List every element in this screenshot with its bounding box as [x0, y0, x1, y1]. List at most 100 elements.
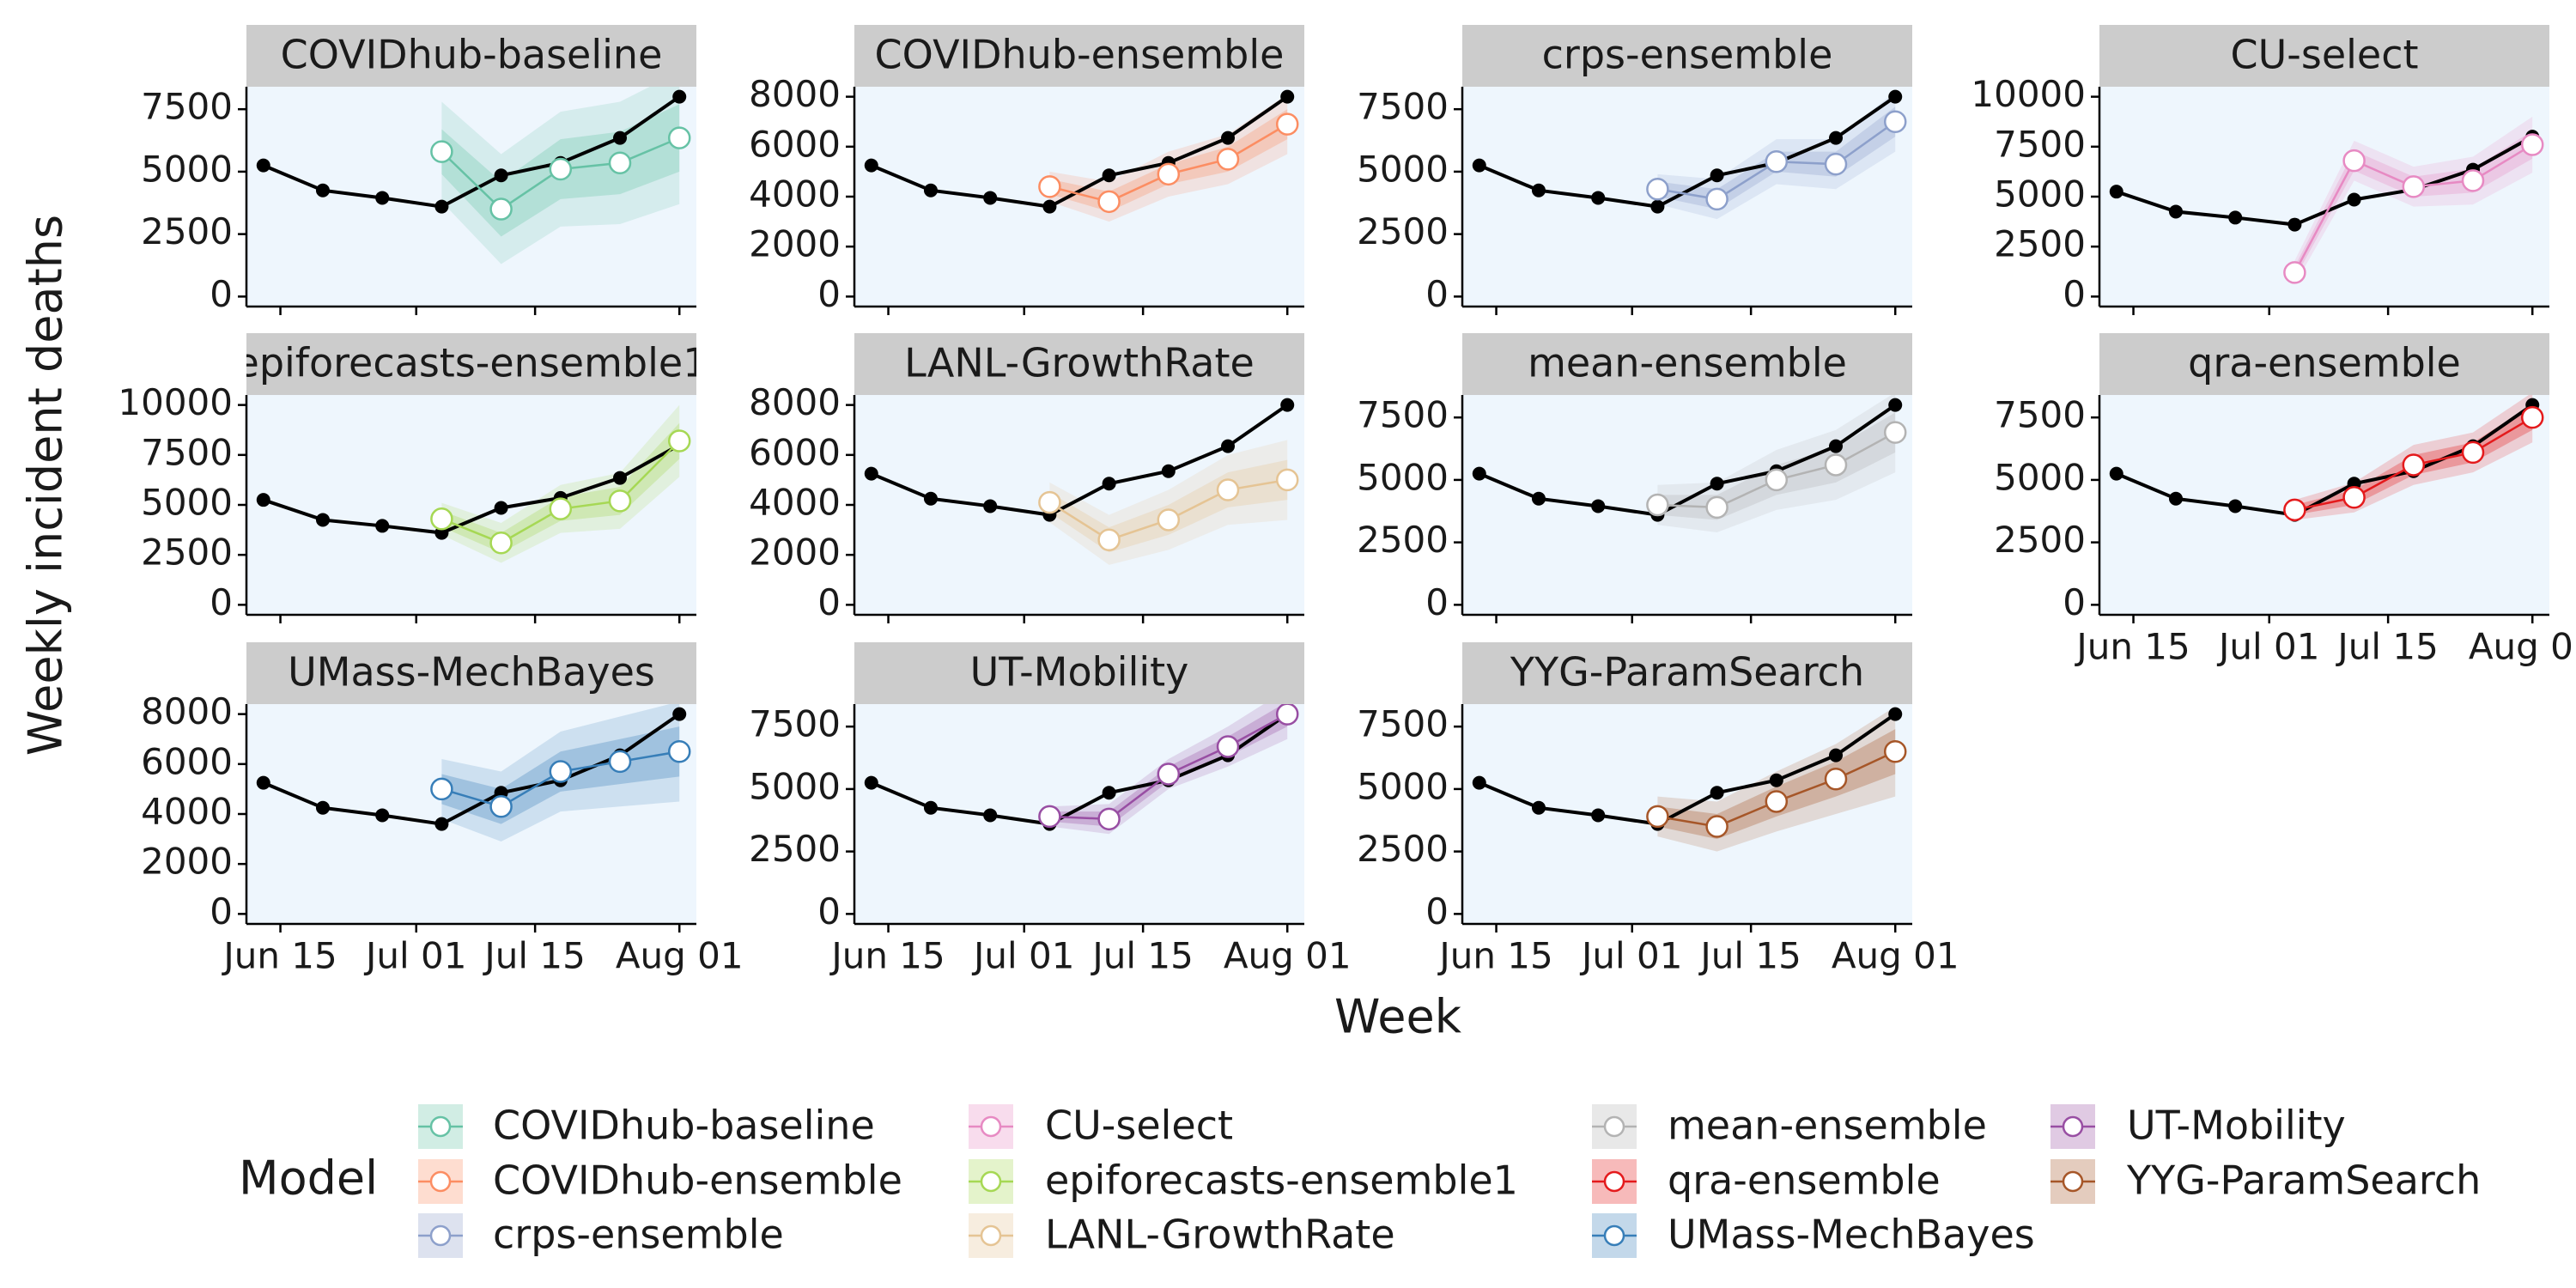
y-tick-label: 0: [817, 273, 841, 315]
strip: [2099, 333, 2549, 395]
observed-point: [256, 158, 270, 173]
forecast-point: [2342, 486, 2366, 509]
strip: [854, 25, 1304, 87]
legend-key-point: [2062, 1115, 2084, 1138]
y-tick-label: 7500: [1994, 394, 2086, 436]
forecast-point: [1157, 762, 1181, 786]
y-tick-label: 8000: [749, 73, 841, 115]
observed-point: [1710, 168, 1724, 183]
observed-point: [1531, 491, 1546, 506]
observed-point: [256, 775, 270, 790]
panel-background: [2099, 87, 2549, 307]
strip-label: qra-ensemble: [2188, 340, 2461, 386]
y-tick-label: 7500: [749, 703, 841, 745]
panel: LANL-GrowthRate 0 2000 4000 6000 8000: [749, 333, 1304, 623]
observed-point: [256, 493, 270, 507]
legend-item: CU-select: [969, 1103, 1233, 1149]
observed-point: [864, 466, 878, 481]
forecast-point: [1765, 790, 1789, 813]
y-tick-label: 0: [1425, 273, 1449, 315]
forecast-point: [549, 157, 573, 181]
observed-line: [870, 403, 1289, 517]
y-tick-label: 0: [817, 581, 841, 623]
x-tick-label: Aug 01: [1832, 935, 1959, 977]
observed-point: [1102, 168, 1116, 183]
y-tick-label: 7500: [141, 86, 233, 128]
observed-point: [315, 513, 330, 527]
strip: [246, 642, 696, 704]
y-tick-label: 2500: [141, 210, 233, 252]
x-tick-label: Aug 01: [616, 935, 744, 977]
observed-line: [1478, 403, 1897, 517]
legend-label: CU-select: [1045, 1103, 1233, 1149]
forecast-point: [608, 489, 632, 513]
observed-point: [434, 199, 449, 214]
forecast-point: [608, 151, 632, 174]
observed-line: [263, 443, 681, 535]
observed-point: [1888, 89, 1903, 104]
observed-point: [1591, 191, 1606, 205]
legend-key-point: [1603, 1115, 1625, 1138]
plot-area: [2109, 116, 2544, 285]
x-tick-label: Jul 15: [2335, 626, 2438, 668]
y-tick-label: 4000: [141, 791, 233, 833]
observed-point: [1042, 199, 1057, 214]
forecast-point: [667, 429, 691, 453]
observed-point: [1829, 131, 1844, 145]
forecast-point: [1157, 162, 1181, 186]
plot-area: [1472, 706, 1907, 852]
legend-item: crps-ensemble: [418, 1212, 784, 1258]
plot-area: [1472, 89, 1907, 220]
observed-point: [864, 158, 878, 173]
y-tick-label: 10000: [118, 381, 233, 423]
y-tick-label: 2000: [749, 223, 841, 265]
forecast-point: [2402, 453, 2426, 477]
legend-key-point: [429, 1224, 452, 1247]
strip-label: YYG-ParamSearch: [1510, 649, 1864, 696]
forecast-point: [489, 197, 513, 221]
legend-key-point: [429, 1170, 452, 1193]
y-tick-label: 2000: [749, 532, 841, 574]
observed-point: [494, 501, 508, 515]
observed-line: [1478, 94, 1897, 209]
y-tick-label: 8000: [749, 381, 841, 423]
observed-point: [672, 89, 687, 104]
strip: [1462, 333, 1912, 395]
y-tick-label: 7500: [1357, 394, 1449, 436]
legend-label: UT-Mobility: [2127, 1103, 2346, 1149]
legend-item: YYG-ParamSearch: [2050, 1157, 2481, 1204]
y-tick-label: 4000: [749, 173, 841, 216]
observed-point: [1531, 183, 1546, 197]
forecast-point: [1038, 490, 1061, 514]
forecast-point: [549, 497, 573, 520]
prediction-interval: [1657, 729, 1896, 840]
y-tick-label: 2500: [141, 532, 233, 574]
forecast-point: [1157, 508, 1181, 532]
observed-point: [494, 168, 508, 183]
y-tick-label: 7500: [1357, 86, 1449, 128]
forecast-point: [1705, 815, 1728, 838]
observed-point: [2347, 192, 2361, 207]
legend-label: COVIDhub-baseline: [493, 1103, 875, 1149]
observed-point: [434, 817, 449, 831]
y-tick-label: 5000: [141, 148, 233, 190]
legend-key-point: [980, 1170, 1002, 1193]
y-tick-label: 2500: [1357, 210, 1449, 252]
strip: [854, 333, 1304, 395]
forecast-point: [2342, 149, 2366, 173]
forecast-point: [1038, 805, 1061, 829]
observed-point: [375, 519, 390, 533]
observed-line: [870, 712, 1289, 826]
legend-item: qra-ensemble: [1592, 1157, 1941, 1204]
forecast-point: [549, 760, 573, 783]
observed-point: [1472, 775, 1486, 790]
panel: COVIDhub-ensemble 0 2000 4000 6000 8000: [749, 25, 1304, 315]
forecast-point: [1097, 807, 1121, 831]
y-tick-label: 0: [2063, 273, 2086, 315]
x-tick-label: Jul 15: [1090, 935, 1193, 977]
observed-point: [1591, 808, 1606, 823]
observed-line: [2116, 135, 2534, 227]
legend-item: COVIDhub-ensemble: [418, 1157, 902, 1204]
legend-key-point: [1603, 1170, 1625, 1193]
observed-point: [2287, 217, 2302, 232]
